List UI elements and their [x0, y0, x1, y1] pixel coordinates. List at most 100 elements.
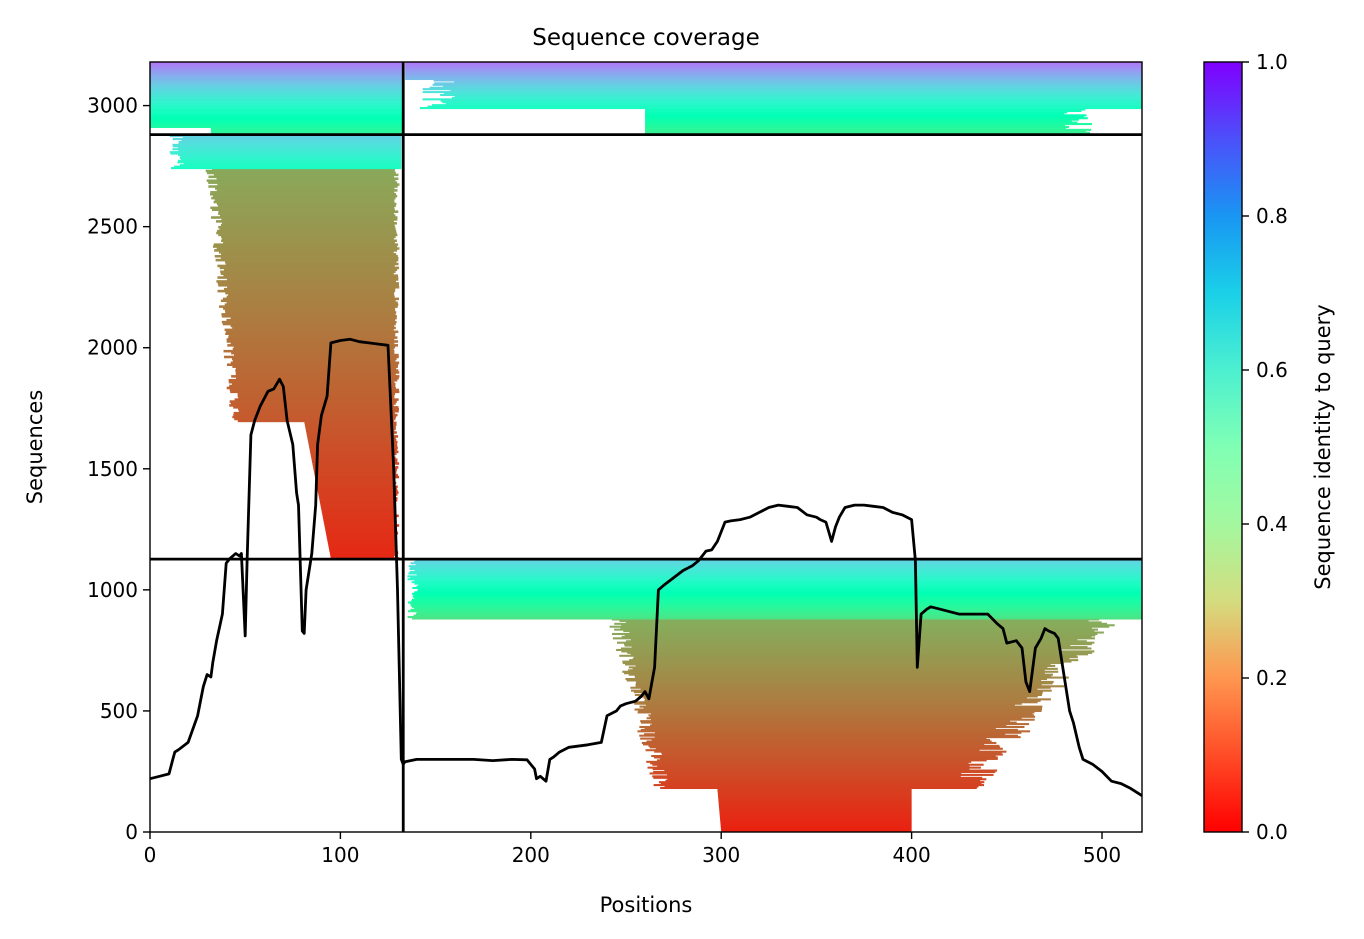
heatmap-row	[653, 776, 983, 779]
heatmap-row	[614, 628, 1099, 631]
heatmap-row	[717, 794, 912, 797]
heatmap-row	[205, 169, 395, 173]
x-axis: 0 100 200 300 400 500	[144, 832, 1121, 867]
heatmap-row	[717, 789, 912, 792]
heatmap-row	[318, 491, 399, 494]
heatmap-row	[150, 124, 404, 127]
heatmap-row	[414, 597, 1142, 600]
heatmap-row	[405, 75, 1142, 78]
heatmap-row	[718, 797, 912, 800]
coverage-line-group	[149, 337, 1143, 797]
heatmap-row	[405, 69, 1142, 72]
heatmap-row	[411, 598, 1142, 601]
heatmap-row	[309, 448, 398, 452]
heatmap-row	[720, 826, 912, 829]
heatmap-row	[221, 235, 396, 239]
y-tick-label: 1500	[87, 457, 138, 481]
heatmap-row	[653, 756, 998, 759]
heatmap-row	[634, 691, 1043, 694]
heatmap-row	[657, 765, 970, 768]
heatmap-row	[225, 332, 396, 336]
heatmap-row	[310, 454, 395, 458]
heatmap-row	[410, 576, 1142, 579]
heatmap-row	[235, 367, 397, 370]
heatmap-row	[625, 621, 1102, 624]
heatmap-row	[206, 179, 396, 182]
heatmap-row	[411, 581, 1142, 584]
heatmap-row	[632, 657, 1070, 660]
heatmap-row	[226, 301, 398, 305]
heatmap-row	[311, 460, 398, 463]
heatmap-row	[178, 140, 402, 143]
heatmap-row	[177, 161, 402, 164]
heatmap-row	[650, 724, 1007, 727]
heatmap-row	[208, 185, 398, 188]
heatmap-row	[327, 539, 397, 543]
y-tick-label: 500	[100, 699, 138, 723]
heatmap-row	[221, 237, 394, 241]
heatmap-row	[324, 522, 396, 525]
heatmap-row	[316, 483, 395, 487]
heatmap-row	[645, 109, 1082, 112]
heatmap-row	[645, 115, 1085, 118]
heatmap-row	[217, 264, 395, 268]
y-axis: 0 500 1000 1500 2000 2500 3000	[87, 94, 150, 844]
heatmap-row	[218, 204, 396, 208]
heatmap-row	[169, 135, 402, 138]
heatmap-row	[150, 93, 404, 97]
heatmap-row	[646, 740, 992, 743]
heatmap-row	[718, 795, 912, 798]
heatmap-row	[322, 512, 397, 516]
heatmap-row	[329, 549, 396, 552]
heatmap-row	[220, 270, 396, 274]
heatmap-row	[221, 313, 396, 316]
heatmap-row	[720, 824, 912, 827]
heatmap-row	[150, 104, 404, 107]
heatmap-row	[411, 617, 1142, 620]
heatmap-row	[220, 223, 395, 227]
heatmap-row	[235, 377, 399, 380]
heatmap-row	[408, 572, 1142, 575]
heatmap-row	[221, 315, 397, 318]
heatmap-row	[612, 637, 1095, 640]
heatmap-row	[309, 446, 398, 450]
heatmap-row	[405, 64, 1142, 67]
heatmap-row	[315, 479, 396, 483]
heatmap-row	[218, 233, 398, 237]
colorbar-tick-label: 0.6	[1256, 358, 1288, 382]
heatmap-row	[718, 802, 912, 805]
heatmap-row	[645, 125, 1070, 128]
heatmap-row	[622, 662, 1064, 665]
heatmap-row	[422, 91, 1142, 94]
heatmap-row	[314, 473, 398, 477]
heatmap-row	[216, 280, 396, 283]
heatmap-row	[321, 506, 396, 510]
heatmap-row	[649, 746, 1001, 749]
heatmap-row	[719, 813, 912, 816]
heatmap-row	[645, 124, 1066, 127]
heatmap-row	[317, 489, 398, 492]
heatmap-row	[150, 67, 404, 70]
heatmap-row	[317, 487, 397, 490]
heatmap-row	[654, 750, 1007, 753]
heatmap-row	[235, 373, 396, 376]
heatmap-row	[644, 698, 1051, 701]
heatmap-row	[316, 485, 398, 489]
heatmap-row	[640, 721, 1017, 724]
heatmap-row	[718, 800, 912, 803]
heatmap-row	[169, 151, 402, 154]
heatmap-row	[405, 76, 1142, 79]
heatmap-row	[432, 83, 1142, 86]
heatmap-row	[182, 136, 402, 139]
heatmap-row	[665, 779, 981, 782]
heatmap-row	[643, 707, 1042, 710]
heatmap-row	[312, 462, 400, 465]
heatmap-row	[405, 72, 1142, 75]
heatmap-row	[225, 311, 397, 314]
heatmap-row	[445, 102, 1142, 105]
heatmap-row	[634, 708, 1042, 711]
heatmap-row	[422, 98, 1142, 101]
heatmap-row	[325, 530, 398, 533]
heatmap-row	[238, 408, 399, 411]
